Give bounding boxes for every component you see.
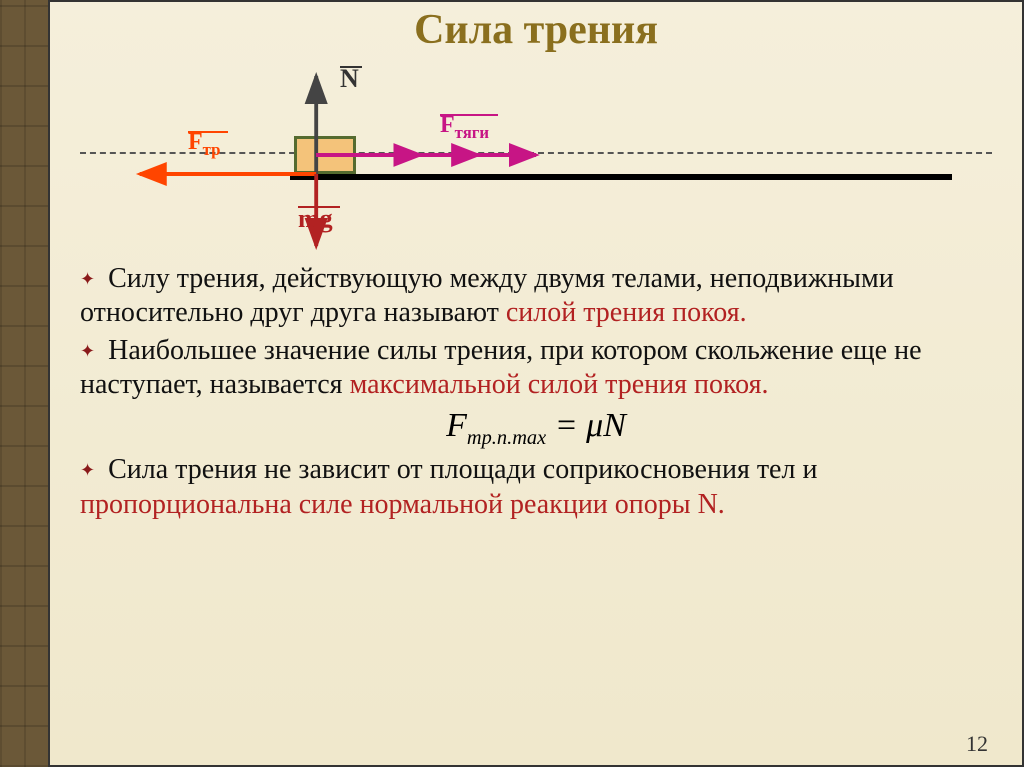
label-Ftag-sub: тяги <box>455 123 489 142</box>
label-Ftr: Fтр <box>188 131 228 160</box>
p3b: пропорциональна силе нормальной реакции … <box>80 489 725 520</box>
formula-sub: тр.п.max <box>467 426 546 448</box>
label-N: N <box>340 66 362 94</box>
label-mg-text: mg <box>298 204 333 233</box>
p1a: Силу трения, действующую между двумя тел… <box>80 263 894 328</box>
label-Ftag: Fтяги <box>440 114 498 143</box>
p2b: максимальной силой трения покоя. <box>350 369 769 400</box>
p3a: Сила трения не зависит от площади соприк… <box>108 454 817 485</box>
paragraph-1: Силу трения, действующую между двумя тел… <box>80 262 992 330</box>
page-number: 12 <box>966 731 988 757</box>
text-body: Силу трения, действующую между двумя тел… <box>80 262 992 522</box>
formula-rhs: μN <box>586 407 626 444</box>
formula-lhs: F <box>446 407 467 444</box>
decorative-border <box>0 0 48 767</box>
force-diagram: N Fтр Fтяги mg <box>80 56 992 256</box>
slide-content: Сила трения <box>48 0 1024 767</box>
formula-eq: = <box>546 407 586 444</box>
label-N-text: N <box>340 64 359 93</box>
formula: Fтр.п.max = μN <box>80 407 992 450</box>
label-mg: mg <box>298 206 340 234</box>
p1b: силой трения покоя. <box>506 297 747 328</box>
label-Ftr-F: F <box>188 129 203 155</box>
label-Ftr-sub: тр <box>203 140 221 159</box>
label-Ftag-F: F <box>440 112 455 138</box>
paragraph-3: Сила трения не зависит от площади соприк… <box>80 453 992 521</box>
paragraph-2: Наибольшее значение силы трения, при кот… <box>80 334 992 402</box>
slide-title: Сила трения <box>80 6 992 54</box>
